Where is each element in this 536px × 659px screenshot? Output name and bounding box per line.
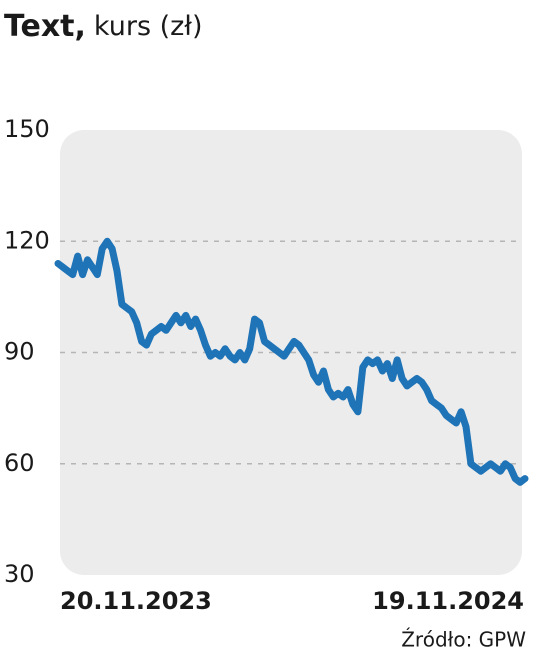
price-line: [54, 237, 529, 486]
y-tick-label: 30: [4, 560, 35, 588]
chart-title: Text,: [4, 9, 86, 44]
chart-subtitle: kurs (zł): [94, 11, 203, 42]
x-tick-label: 19.11.2024: [372, 587, 524, 615]
title: Text, kurs (zł): [4, 9, 203, 44]
y-tick-label: 150: [4, 115, 50, 143]
y-tick-label: 90: [4, 338, 35, 366]
y-tick-label: 120: [4, 226, 50, 254]
x-tick-label: 20.11.2023: [60, 587, 212, 615]
source: Źródło: GPW: [401, 628, 526, 652]
y-tick-label: 60: [4, 449, 35, 477]
